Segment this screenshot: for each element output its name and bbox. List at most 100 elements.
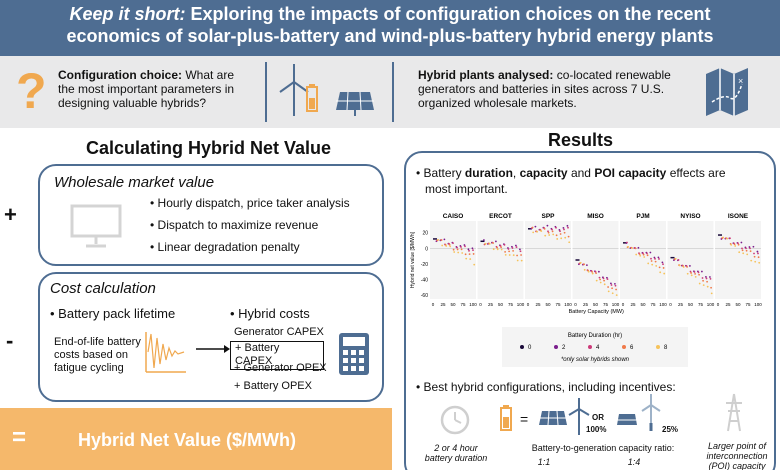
data-point [702,284,705,287]
data-point [749,250,752,253]
net-value-bar: = Hybrid Net Value ($/MWh) [0,408,392,470]
data-point [512,254,515,257]
data-point [752,245,755,248]
pct-wind: 25% [662,425,679,434]
x-tick-label: 50 [545,302,551,307]
wholesale-heading: Wholesale market value [54,174,215,191]
x-tick-label: 0 [432,302,435,307]
data-point [661,261,664,264]
data-point [551,228,553,231]
y-tick-label: 0 [425,246,428,252]
net-value-label: Hybrid Net Value ($/MWh) [78,430,297,450]
cfg-poi: Larger point of interconnection (POI) ca… [706,441,768,470]
ratio-a: 1:1 [537,457,551,467]
data-point [516,259,519,262]
data-point [547,231,550,234]
data-point [686,265,688,268]
config-text: Configuration choice: What are the most … [58,68,268,110]
wind-turbine-icon [279,64,309,116]
data-point [701,277,704,279]
plus-sign: + [4,202,17,227]
data-point [709,277,712,280]
data-point [564,236,567,239]
legend-marker [520,345,524,349]
cost-item-1: Generator CAPEX [234,326,324,338]
data-point [638,253,641,256]
data-point [738,251,741,254]
x-tick-label: 50 [593,302,599,307]
data-point [722,236,725,239]
data-point [457,251,460,254]
panel-title: ISONE [728,213,749,220]
ratio-b: 1:4 [627,457,641,467]
x-tick-label: 25 [440,302,446,307]
wholesale-bullet-1: • Hourly dispatch, price taker analysis [150,196,350,210]
data-point [449,245,452,248]
data-point [548,234,551,236]
x-tick-label: 25 [630,302,636,307]
data-point [461,252,464,254]
data-point [512,249,514,252]
legend-label: 4 [596,345,600,351]
wind-turbine-result-icon [568,398,590,435]
x-tick-label: 25 [678,302,684,307]
x-axis-label: Battery Capacity (MW) [569,309,624,315]
data-point [694,272,696,275]
legend-marker [622,345,626,349]
data-point [610,282,612,285]
x-tick-label: 25 [535,302,541,307]
data-point [460,246,462,248]
data-point [637,246,640,249]
solar-panel-icon [336,91,374,116]
data-point [654,260,657,263]
data-point [631,247,634,250]
data-point [650,257,652,260]
data-point [745,249,748,252]
results-bullet-1: • Battery duration, capacity and POI cap… [416,166,726,196]
pct-solar: 100% [586,425,607,434]
calculator-icon [339,333,369,375]
x-tick-label: 25 [725,302,731,307]
data-point [750,259,753,262]
data-point [678,264,681,267]
config-text-2: the most important parameters in [58,82,235,96]
legend-marker [656,345,660,349]
x-tick-label: 0 [479,302,482,307]
data-point [741,247,743,250]
hybrid-costs-title: • Hybrid costs [230,306,310,321]
data-point [740,241,743,244]
x-tick-label: 50 [498,302,504,307]
data-point [614,282,616,285]
x-tick-label: 75 [460,302,466,307]
data-point [547,230,549,233]
panel-title: ERCOT [489,213,512,220]
data-point [642,253,645,256]
data-point [472,253,475,255]
data-point [758,261,761,264]
x-tick-label: 25 [488,302,494,307]
data-point [662,267,665,269]
data-point [464,245,466,248]
data-point [594,270,597,273]
equals-sign: = [12,424,27,451]
data-point [643,256,646,258]
legend-label: 0 [528,345,532,351]
panel-bg [715,221,761,299]
data-point [646,252,648,255]
data-point [595,272,597,275]
data-point [742,252,745,255]
legend-title: Battery Duration (hr) [568,333,622,339]
data-point [508,250,510,253]
hybrid-text-2: generators and batteries in sites across… [418,82,665,96]
svg-text:?: ? [16,64,46,114]
data-point [484,242,487,245]
data-point [448,243,451,246]
data-point [710,292,713,295]
data-point [546,224,549,227]
data-point [515,244,517,247]
x-tick-label: 75 [555,302,561,307]
data-point [567,226,569,229]
or-label: OR [592,413,604,422]
data-point [659,271,662,274]
data-point [654,257,656,260]
